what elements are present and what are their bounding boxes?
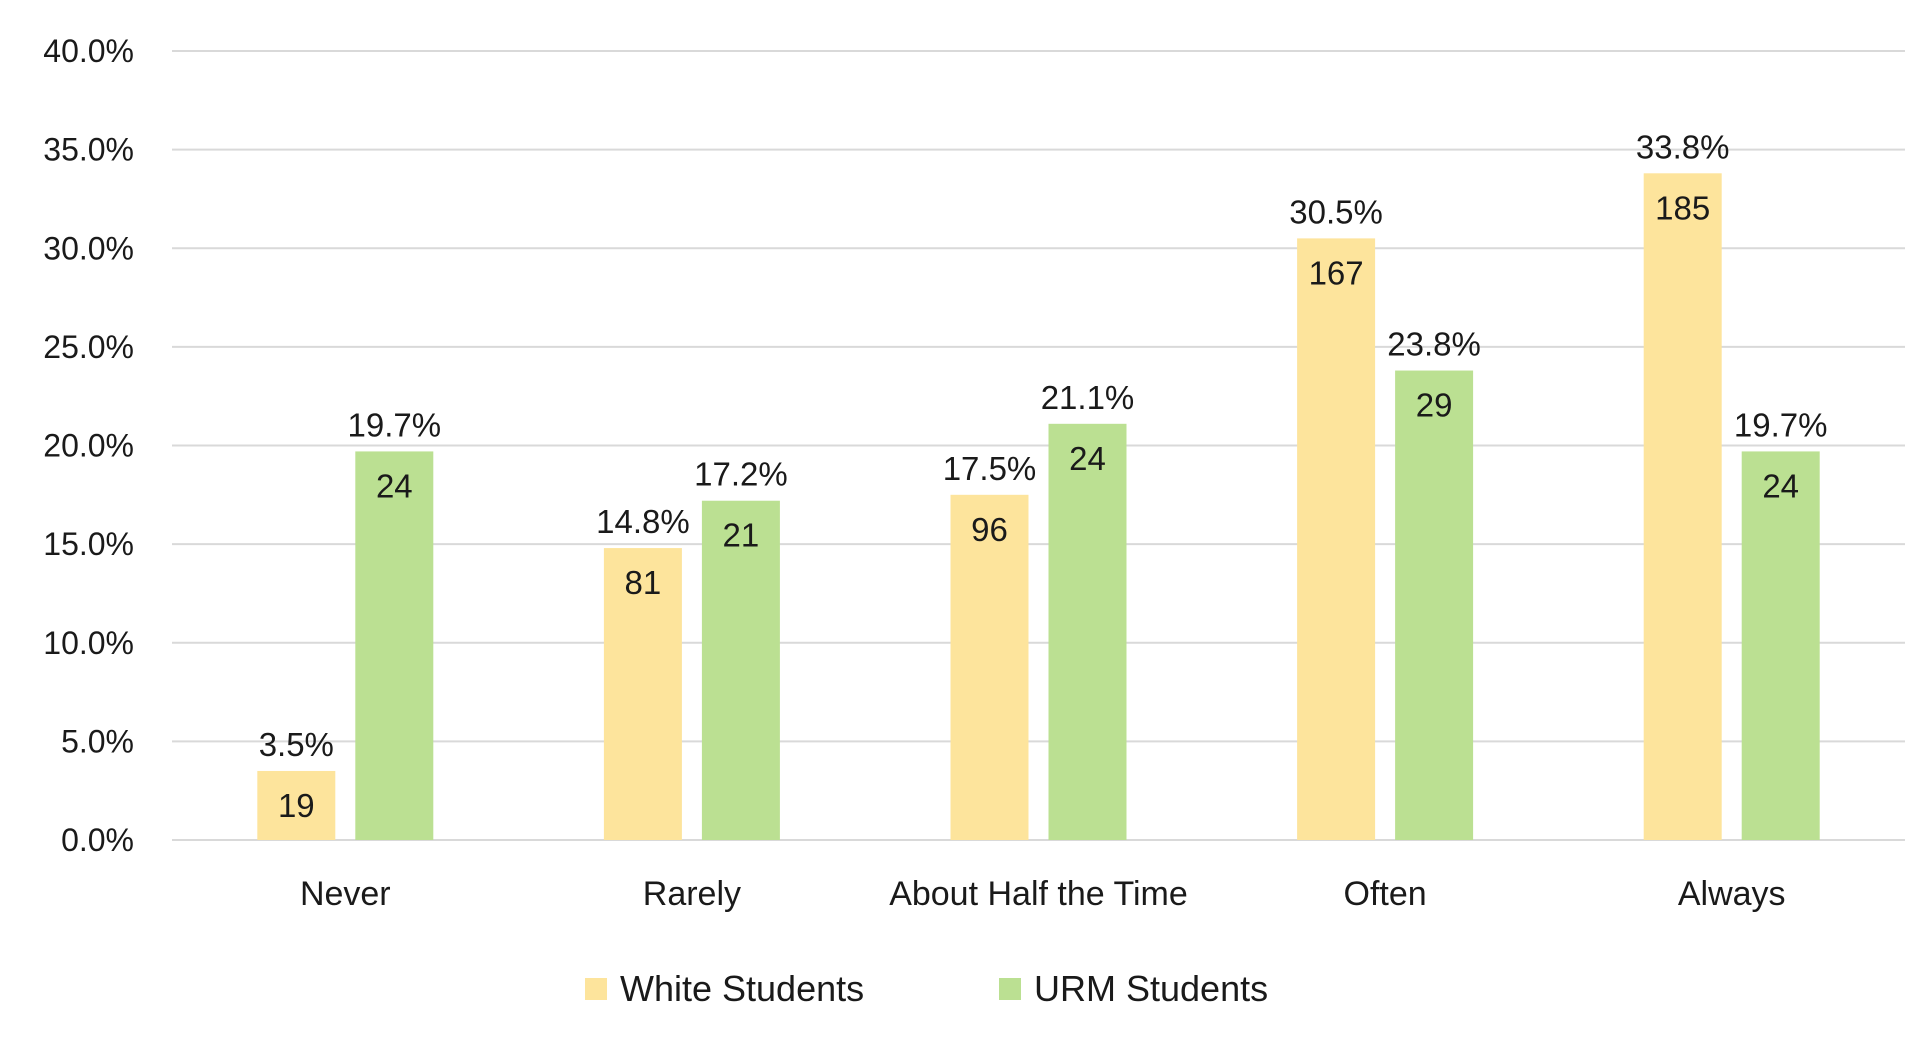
y-tick-label: 35.0%	[43, 132, 134, 168]
legend: White Students URM Students	[585, 968, 1268, 1009]
percent-data-label: 33.8%	[1636, 128, 1730, 165]
y-tick-label: 15.0%	[43, 526, 134, 562]
count-data-label: 167	[1309, 254, 1364, 291]
bars	[257, 173, 1820, 841]
y-tick-label: 40.0%	[43, 33, 134, 69]
count-data-label: 185	[1655, 189, 1710, 226]
count-data-label: 29	[1416, 387, 1453, 424]
count-data-label: 24	[1069, 440, 1106, 477]
percent-data-label: 17.2%	[694, 456, 788, 493]
bar	[257, 770, 336, 840]
bar	[1395, 370, 1474, 840]
bar	[1643, 173, 1722, 841]
x-category-label: About Half the Time	[889, 875, 1188, 913]
percent-data-label: 14.8%	[596, 503, 690, 540]
bar	[701, 500, 780, 840]
bar	[1297, 238, 1376, 840]
percent-data-label: 17.5%	[943, 450, 1037, 487]
count-data-label: 24	[1762, 467, 1799, 504]
legend-swatch	[999, 978, 1021, 1000]
x-category-label: Always	[1678, 875, 1786, 913]
bar	[603, 548, 682, 840]
percent-data-label: 23.8%	[1387, 326, 1481, 363]
y-tick-label: 10.0%	[43, 625, 134, 661]
x-category-label: Often	[1344, 875, 1427, 913]
bar	[950, 494, 1029, 840]
x-category-label: Never	[300, 875, 391, 913]
gridlines	[172, 50, 1905, 841]
legend-label: White Students	[620, 968, 864, 1009]
bar	[1048, 423, 1127, 840]
legend-swatch	[585, 978, 607, 1000]
legend-label: URM Students	[1034, 968, 1268, 1009]
percent-data-label: 3.5%	[259, 726, 334, 763]
data-labels: 3.5% 19 19.7% 24 14.8% 81 17.2% 21 17.5% 96 21.1% 2…	[259, 128, 1828, 824]
count-data-label: 21	[723, 517, 760, 554]
percent-data-label: 19.7%	[1734, 406, 1828, 443]
count-data-label: 81	[625, 564, 662, 601]
count-data-label: 19	[278, 787, 315, 824]
bar	[1741, 451, 1820, 840]
percent-data-label: 30.5%	[1289, 193, 1383, 230]
y-tick-label: 0.0%	[61, 822, 134, 858]
y-tick-label: 30.0%	[43, 230, 134, 266]
y-tick-label: 20.0%	[43, 428, 134, 464]
count-data-label: 96	[971, 511, 1008, 548]
y-tick-label: 5.0%	[61, 723, 134, 759]
bar	[355, 451, 434, 840]
x-axis-categories: Never Rarely About Half the Time Often Alway…	[300, 875, 1786, 913]
percent-data-label: 21.1%	[1041, 379, 1135, 416]
percent-data-label: 19.7%	[348, 406, 442, 443]
x-category-label: Rarely	[643, 875, 741, 913]
count-data-label: 24	[376, 467, 413, 504]
y-axis-ticks: 0.0% 5.0% 10.0% 15.0% 20.0% 25.0% 30.0% 35.0% 40…	[43, 33, 134, 858]
y-tick-label: 25.0%	[43, 329, 134, 365]
